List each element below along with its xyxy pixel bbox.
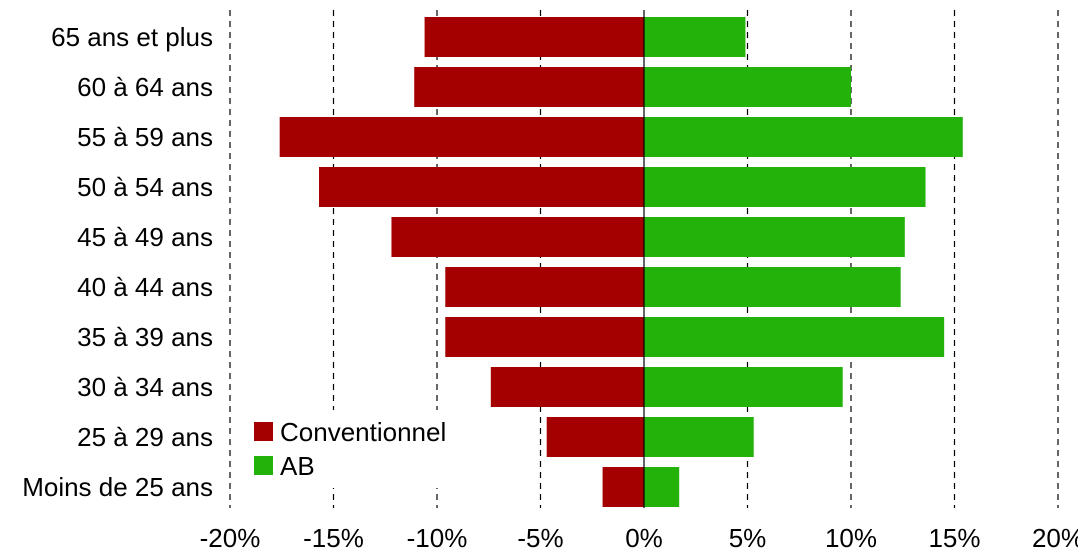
x-tick-labels: -20% -15% -10% -5% 0% 5% 10% 15% 20% — [200, 523, 1078, 553]
category-label: 55 à 59 ans — [77, 122, 213, 152]
x-tick-label: 5% — [729, 523, 767, 553]
category-label: 60 à 64 ans — [77, 72, 213, 102]
bars — [279, 17, 963, 507]
bar-conventionnel — [445, 317, 644, 357]
category-label: 25 à 29 ans — [77, 422, 213, 452]
x-tick-label: 20% — [1032, 523, 1078, 553]
bar-ab — [644, 367, 843, 407]
bar-ab — [644, 317, 945, 357]
legend-swatch-ab — [254, 456, 273, 475]
x-tick-label: 15% — [928, 523, 980, 553]
bar-conventionnel — [490, 367, 644, 407]
category-label: 50 à 54 ans — [77, 172, 213, 202]
bar-ab — [644, 217, 905, 257]
bar-conventionnel — [546, 417, 644, 457]
category-label: 30 à 34 ans — [77, 372, 213, 402]
bar-ab — [644, 467, 680, 507]
bar-conventionnel — [602, 467, 644, 507]
bar-conventionnel — [319, 167, 644, 207]
bar-conventionnel — [414, 67, 644, 107]
bar-conventionnel — [424, 17, 644, 57]
bar-ab — [644, 117, 963, 157]
category-labels: 65 ans et plus 60 à 64 ans 55 à 59 ans 50 à… — [22, 22, 213, 502]
category-label: 65 ans et plus — [51, 22, 213, 52]
bar-ab — [644, 17, 746, 57]
x-tick-label: 0% — [625, 523, 663, 553]
bar-conventionnel — [279, 117, 644, 157]
x-tick-label: 10% — [825, 523, 877, 553]
legend: Conventionnel AB — [244, 410, 484, 488]
legend-label-ab: AB — [280, 451, 315, 481]
x-tick-label: -5% — [517, 523, 563, 553]
bar-ab — [644, 417, 754, 457]
bar-ab — [644, 67, 851, 107]
x-tick-label: -20% — [200, 523, 261, 553]
legend-swatch-conventionnel — [254, 422, 273, 441]
bar-conventionnel — [391, 217, 644, 257]
category-label: 45 à 49 ans — [77, 222, 213, 252]
x-tick-label: -15% — [303, 523, 364, 553]
category-label: Moins de 25 ans — [22, 472, 213, 502]
category-label: 40 à 44 ans — [77, 272, 213, 302]
legend-label-conventionnel: Conventionnel — [280, 417, 446, 447]
bar-ab — [644, 267, 901, 307]
bar-ab — [644, 167, 926, 207]
x-tick-label: -10% — [407, 523, 468, 553]
category-label: 35 à 39 ans — [77, 322, 213, 352]
bar-conventionnel — [445, 267, 644, 307]
legend-background — [244, 410, 484, 488]
